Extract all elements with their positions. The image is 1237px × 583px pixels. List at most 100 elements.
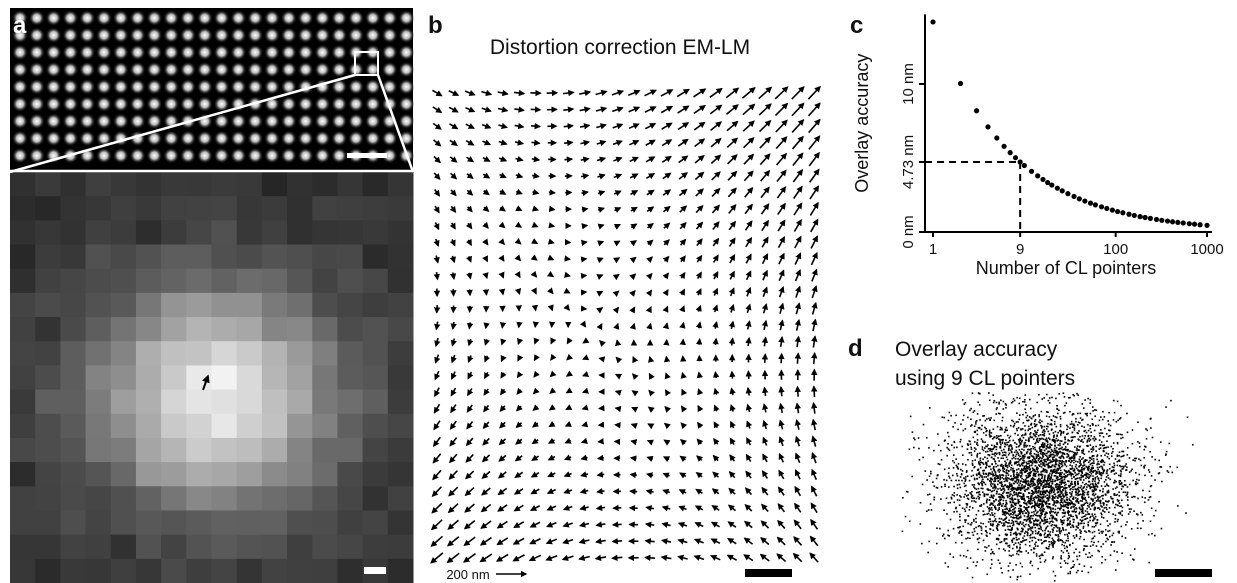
cloud-dot bbox=[1127, 513, 1130, 515]
cloud-dot bbox=[985, 500, 988, 502]
cloud-dot bbox=[1043, 433, 1045, 436]
pixel bbox=[110, 220, 137, 246]
pixel bbox=[261, 244, 288, 270]
vector-arrow bbox=[758, 103, 772, 116]
vector-arrow bbox=[628, 106, 641, 113]
cloud-dot bbox=[1037, 504, 1039, 506]
bead bbox=[213, 113, 230, 130]
cloud-dot bbox=[998, 517, 1001, 520]
cloud-dot bbox=[996, 443, 998, 445]
cloud-dot bbox=[1020, 551, 1023, 553]
cloud-dot bbox=[963, 496, 965, 498]
cloud-dot bbox=[1099, 489, 1101, 492]
cloud-dot bbox=[1001, 483, 1004, 486]
cloud-dot bbox=[1082, 457, 1084, 459]
cloud-dot bbox=[997, 464, 999, 467]
cloud-dot bbox=[1048, 511, 1051, 513]
cloud-dot bbox=[1067, 455, 1070, 458]
cloud-dot bbox=[1060, 530, 1062, 533]
cloud-dot bbox=[977, 392, 980, 394]
cloud-dot bbox=[1043, 478, 1046, 480]
pixel bbox=[211, 268, 238, 294]
panel-title: Overlay accuracy bbox=[895, 338, 1058, 361]
pixel bbox=[60, 292, 87, 318]
cloud-dot bbox=[991, 463, 993, 466]
cloud-dot bbox=[989, 449, 991, 452]
cloud-dot bbox=[983, 493, 986, 495]
cloud-dot bbox=[1059, 457, 1062, 460]
cloud-dot bbox=[977, 468, 980, 471]
cloud-dot bbox=[1062, 443, 1065, 446]
cloud-dot bbox=[1103, 444, 1105, 447]
cloud-dot bbox=[1029, 522, 1032, 524]
vector-arrow bbox=[612, 139, 623, 146]
vector-arrow bbox=[677, 554, 688, 561]
cloud-dot bbox=[1009, 485, 1011, 487]
vector-arrow bbox=[597, 223, 605, 230]
cloud-dot bbox=[1148, 496, 1151, 499]
cloud-dot bbox=[1031, 462, 1034, 465]
vector-arrow bbox=[580, 139, 591, 147]
cloud-dot bbox=[958, 504, 961, 506]
vector-arrow bbox=[581, 421, 589, 428]
cloud-dot bbox=[1076, 445, 1079, 447]
cloud-dot bbox=[997, 469, 999, 472]
cloud-dot bbox=[1070, 506, 1073, 508]
vector-arrow bbox=[729, 437, 736, 446]
cloud-dot bbox=[976, 443, 978, 446]
cloud-dot bbox=[1080, 504, 1083, 507]
cloud-dot bbox=[1022, 454, 1025, 457]
cloud-dot bbox=[1036, 454, 1039, 457]
cloud-dot bbox=[1047, 411, 1049, 413]
cloud-dot bbox=[935, 477, 938, 480]
vector-arrow bbox=[515, 188, 523, 195]
vector-arrow bbox=[497, 106, 509, 113]
vector-arrow bbox=[694, 505, 704, 512]
cloud-dot bbox=[1087, 530, 1090, 532]
cloud-dot bbox=[988, 392, 990, 394]
vector-arrow bbox=[449, 239, 456, 247]
cloud-dot bbox=[1042, 504, 1045, 506]
cloud-dot bbox=[1038, 439, 1041, 442]
bead bbox=[28, 78, 45, 95]
bead bbox=[314, 96, 331, 112]
pixel bbox=[60, 317, 87, 342]
cloud-dot bbox=[1054, 416, 1057, 418]
cloud-dot bbox=[1076, 447, 1078, 449]
cloud-dot bbox=[1160, 466, 1163, 468]
cloud-dot bbox=[1059, 440, 1062, 442]
cloud-dot bbox=[994, 480, 997, 482]
cloud-dot bbox=[1059, 487, 1061, 490]
bead bbox=[314, 10, 331, 26]
scale-bar bbox=[347, 153, 387, 158]
cloud-dot bbox=[1021, 469, 1023, 472]
cloud-dot bbox=[1001, 474, 1004, 476]
bead bbox=[163, 10, 180, 26]
cloud-dot bbox=[1070, 507, 1072, 509]
cloud-dot bbox=[966, 503, 969, 505]
cloud-dot bbox=[977, 525, 980, 528]
pixel bbox=[110, 437, 137, 463]
cloud-dot bbox=[989, 528, 991, 530]
vector-arrow bbox=[760, 537, 770, 546]
cloud-dot bbox=[1059, 444, 1061, 447]
cloud-dot bbox=[1072, 518, 1074, 521]
cloud-dot bbox=[1101, 532, 1104, 534]
vector-arrow bbox=[713, 421, 720, 429]
cloud-dot bbox=[1031, 527, 1033, 529]
cloud-dot bbox=[1038, 457, 1041, 460]
cloud-dot bbox=[969, 505, 971, 508]
cloud-dot bbox=[1032, 499, 1034, 502]
cloud-dot bbox=[1062, 529, 1065, 531]
cloud-dot bbox=[1039, 448, 1041, 451]
vector-arrow bbox=[695, 338, 703, 345]
cloud-dot bbox=[1092, 471, 1094, 474]
cloud-dot bbox=[1081, 497, 1083, 499]
cloud-dot bbox=[1061, 471, 1063, 474]
cloud-dot bbox=[1058, 467, 1060, 470]
cloud-dot bbox=[1137, 513, 1139, 516]
cloud-dot bbox=[1025, 404, 1027, 406]
cloud-dot bbox=[1043, 486, 1045, 488]
cloud-dot bbox=[1029, 528, 1031, 530]
cloud-dot bbox=[1036, 524, 1039, 527]
